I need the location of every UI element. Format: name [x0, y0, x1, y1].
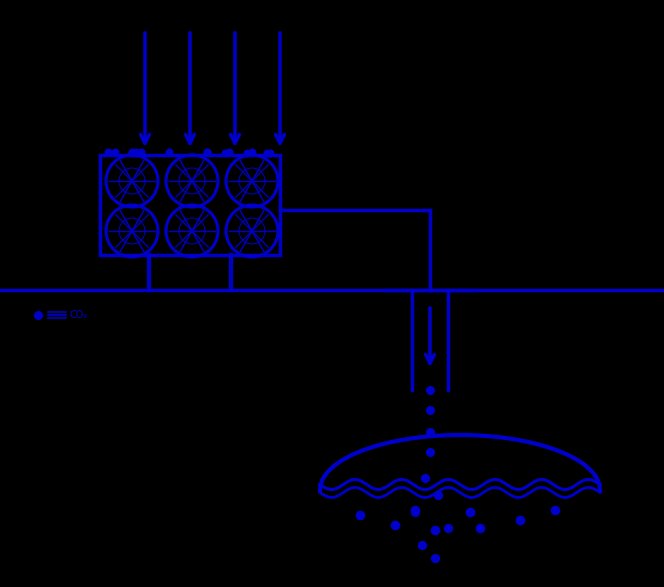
- Point: [264, 148, 275, 157]
- Point: [163, 147, 174, 157]
- Point: [220, 148, 230, 157]
- Point: [103, 147, 114, 157]
- Point: [425, 427, 436, 437]
- Point: [475, 523, 485, 532]
- Point: [430, 525, 440, 535]
- Point: [425, 405, 436, 414]
- Point: [201, 147, 212, 157]
- Point: [515, 515, 525, 525]
- Point: [262, 148, 272, 157]
- Point: [433, 490, 444, 500]
- Point: [247, 148, 258, 157]
- Point: [410, 505, 420, 515]
- Bar: [100, 155, 280, 255]
- Point: [33, 311, 43, 320]
- Point: [126, 147, 137, 157]
- Point: [355, 510, 365, 519]
- Point: [425, 447, 436, 457]
- Point: [410, 507, 420, 517]
- Point: [241, 148, 252, 157]
- Point: [131, 148, 141, 157]
- Point: [420, 473, 430, 483]
- Point: [135, 147, 146, 157]
- Point: [550, 505, 560, 515]
- Point: [126, 148, 137, 157]
- Point: [131, 147, 141, 157]
- Text: CO₂: CO₂: [70, 310, 88, 320]
- Point: [443, 523, 454, 532]
- Point: [425, 385, 436, 394]
- Point: [110, 147, 120, 157]
- Point: [390, 520, 400, 529]
- Point: [202, 148, 212, 157]
- Point: [224, 148, 235, 157]
- Point: [430, 554, 440, 563]
- Point: [465, 507, 475, 517]
- Point: [417, 540, 428, 549]
